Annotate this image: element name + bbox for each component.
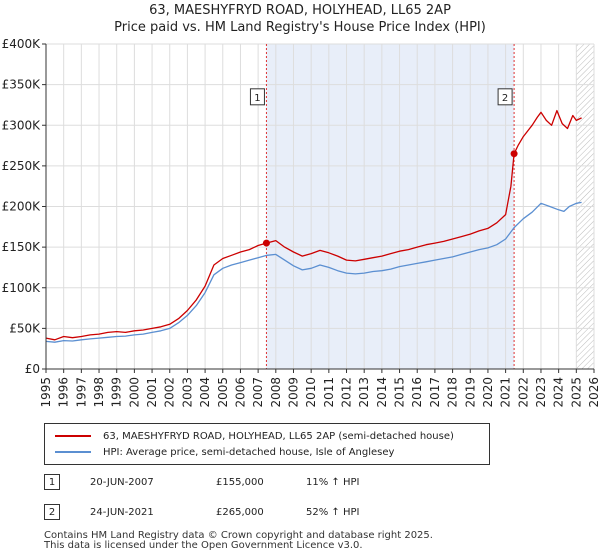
x-tick-label: 1996 — [57, 377, 71, 408]
legend-label-property: 63, MAESHYFRYD ROAD, HOLYHEAD, LL65 2AP … — [103, 430, 454, 442]
x-tick-label: 2006 — [233, 377, 247, 408]
sale-point — [510, 150, 518, 158]
x-tick-label: 2017 — [428, 377, 442, 408]
x-tick-label: 2003 — [180, 377, 194, 408]
x-tick-label: 2015 — [393, 377, 407, 408]
x-tick-label: 2009 — [286, 377, 300, 408]
marker-label: 2 — [502, 93, 508, 104]
legend-swatch-property — [55, 435, 91, 437]
legend-swatch-hpi — [55, 451, 91, 453]
x-tick-label: 1998 — [92, 377, 106, 408]
x-tick-label: 2001 — [145, 377, 159, 408]
x-tick-label: 2025 — [569, 377, 583, 408]
marker-label: 1 — [254, 93, 260, 104]
legend-item-hpi: HPI: Average price, semi-detached house,… — [55, 445, 394, 459]
x-tick-label: 2004 — [198, 377, 212, 408]
transaction-price: £155,000 — [216, 477, 264, 488]
y-tick-label: £150K — [2, 240, 42, 254]
legend-label-hpi: HPI: Average price, semi-detached house,… — [103, 446, 395, 458]
x-tick-label: 2026 — [587, 377, 600, 408]
transaction-hpi: 11% ↑ HPI — [306, 477, 360, 488]
transaction-badge: 2 — [44, 504, 60, 520]
chart-title-line1: 63, MAESHYFRYD ROAD, HOLYHEAD, LL65 2AP — [149, 3, 451, 18]
y-tick-label: £350K — [2, 78, 42, 92]
x-tick-label: 1999 — [110, 377, 124, 408]
legend-item-property: 63, MAESHYFRYD ROAD, HOLYHEAD, LL65 2AP … — [55, 429, 454, 443]
x-tick-label: 2013 — [357, 377, 371, 408]
y-tick-label: £250K — [2, 159, 42, 173]
x-tick-label: 2007 — [251, 377, 265, 408]
legend: 63, MAESHYFRYD ROAD, HOLYHEAD, LL65 2AP … — [44, 423, 490, 465]
x-tick-label: 2005 — [216, 377, 230, 408]
x-tick-label: 2000 — [127, 377, 141, 408]
x-tick-label: 2018 — [446, 377, 460, 408]
x-tick-label: 2012 — [340, 377, 354, 408]
x-tick-label: 2021 — [499, 377, 513, 408]
x-tick-label: 2023 — [534, 377, 548, 408]
y-tick-label: £0 — [25, 362, 40, 376]
x-tick-label: 2020 — [481, 377, 495, 408]
transaction-hpi: 52% ↑ HPI — [306, 507, 360, 518]
x-tick-label: 2024 — [552, 377, 566, 408]
footer-copyright: Contains HM Land Registry data © Crown c… — [44, 530, 433, 541]
x-tick-label: 1997 — [74, 377, 88, 408]
x-tick-label: 2014 — [375, 377, 389, 408]
marker-label-box — [497, 88, 513, 106]
price-chart: 1 2 £0 £50K £100K £150K £200K £250K £300K £350K £… — [2, 37, 600, 408]
footer: Contains HM Land Registry data © Crown c… — [44, 531, 433, 551]
series-line-hpi — [45, 201, 582, 343]
y-tick-label: £400K — [2, 37, 42, 51]
x-tick-label: 2019 — [463, 377, 477, 408]
transaction-badge: 1 — [44, 474, 60, 490]
sale-point — [262, 239, 270, 247]
x-tick-label: 2022 — [516, 377, 530, 408]
footer-licence: This data is licensed under the Open Gov… — [44, 540, 363, 551]
y-tick-label: £200K — [2, 200, 42, 214]
x-tick-label: 2008 — [269, 377, 283, 408]
transaction-price: £265,000 — [216, 507, 264, 518]
transaction-date: 24-JUN-2021 — [90, 507, 154, 518]
x-tick-label: 2016 — [410, 377, 424, 408]
x-tick-label: 1995 — [39, 377, 53, 408]
x-tick-label: 2011 — [322, 377, 336, 408]
chart-title: 63, MAESHYFRYD ROAD, HOLYHEAD, LL65 2AP … — [0, 2, 600, 36]
marker-label-box — [249, 88, 265, 106]
x-tick-label: 2010 — [304, 377, 318, 408]
chart-title-line2: Price paid vs. HM Land Registry's House … — [114, 20, 486, 35]
y-tick-label: £50K — [9, 321, 41, 335]
series-line-property — [45, 109, 582, 341]
y-tick-label: £100K — [2, 281, 42, 295]
transaction-date: 20-JUN-2007 — [90, 477, 154, 488]
x-tick-label: 2002 — [163, 377, 177, 408]
y-tick-label: £300K — [2, 118, 42, 132]
